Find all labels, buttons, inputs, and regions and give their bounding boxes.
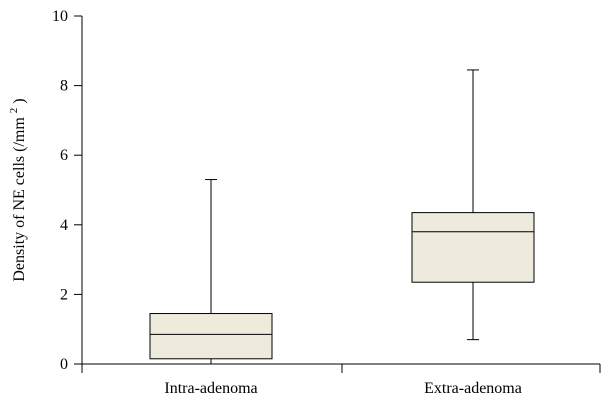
interquartile-box xyxy=(149,313,273,360)
y-tick-label: 6 xyxy=(60,147,68,164)
box-series xyxy=(149,69,535,365)
y-axis-title: Density of NE cells (/mm 2 ) xyxy=(4,98,28,281)
x-axis-ticks xyxy=(81,364,601,373)
y-tick-label: 0 xyxy=(60,356,68,373)
y-axis-title-suffix: ) xyxy=(11,98,28,103)
interquartile-box xyxy=(411,212,535,283)
y-axis-title-main: Density of NE cells (/mm xyxy=(11,117,28,282)
box-plot-extra-adenoma xyxy=(411,69,535,341)
y-tick-label: 10 xyxy=(52,8,68,25)
y-tick-label: 8 xyxy=(60,78,68,95)
category-labels: Intra-adenoma Extra-adenoma xyxy=(164,380,522,397)
y-tick-label: 4 xyxy=(60,217,68,234)
y-tick-label: 2 xyxy=(60,286,68,303)
category-label: Intra-adenoma xyxy=(164,380,257,397)
axes xyxy=(81,16,600,365)
y-axis-ticks: 0 2 4 6 8 10 xyxy=(52,8,82,373)
category-label: Extra-adenoma xyxy=(424,380,522,397)
box-plot-intra-adenoma xyxy=(149,179,273,365)
y-axis-title-superscript: 2 xyxy=(8,108,20,114)
